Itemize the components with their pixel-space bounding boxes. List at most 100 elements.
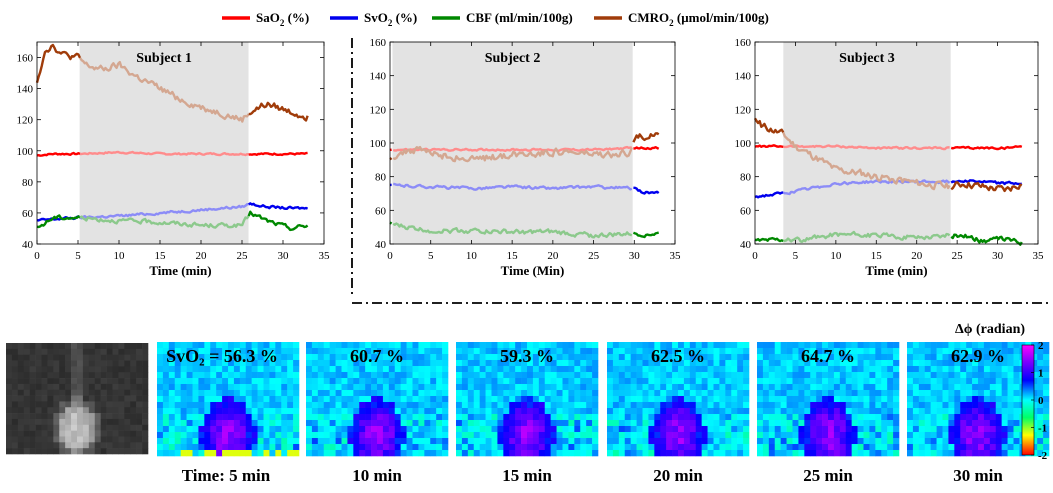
y-tick-label: 60 — [22, 208, 34, 220]
svg-text:CBF (ml/min/100g): CBF (ml/min/100g) — [466, 10, 573, 25]
series-line-sao2-mid — [392, 145, 632, 152]
series-line-cbf-post — [950, 233, 1023, 246]
x-tick-label: 20 — [547, 250, 559, 262]
x-tick-label: 30 — [992, 250, 1004, 262]
x-tick-label: 35 — [1033, 250, 1045, 262]
y-tick-label: 120 — [735, 104, 752, 116]
phase-map-time-2: 10 min — [352, 466, 402, 485]
chart-title: Subject 3 — [839, 51, 895, 66]
axes-box — [36, 41, 325, 245]
phase-map-time-5: 25 min — [803, 466, 853, 485]
colorbar-tick-label: 0 — [1038, 395, 1044, 407]
y-tick-label: 40 — [375, 239, 387, 251]
x-axis-label: Time (Min) — [501, 263, 565, 278]
y-tick-label: 120 — [370, 104, 387, 116]
chart-title: Subject 1 — [136, 51, 192, 66]
series-line-sao2-post — [950, 145, 1023, 151]
x-tick-label: 10 — [466, 250, 478, 262]
phase-map-time-4: 20 min — [653, 466, 703, 485]
shaded-interval — [79, 42, 249, 244]
phase-map-4 — [607, 342, 750, 457]
x-tick-label: 20 — [196, 250, 208, 262]
y-tick-label: 140 — [370, 71, 387, 83]
phase-map-5 — [757, 342, 900, 457]
legend-item-cmro2: CMRO2 (μmol/min/100g) — [594, 10, 769, 28]
series-line-svo2-mid — [79, 203, 249, 220]
x-tick-label: 0 — [34, 250, 40, 262]
y-tick-label: 80 — [375, 172, 387, 184]
x-tick-label: 5 — [793, 250, 799, 262]
series-line-sao2-pre — [36, 151, 81, 157]
legend-item-sao2: SaO2 (%) — [222, 10, 309, 28]
legend-item-svo2: SvO2 (%) — [330, 10, 417, 28]
x-tick-label: 25 — [237, 250, 249, 262]
y-tick-label: 100 — [17, 146, 34, 158]
x-tick-label: 15 — [155, 250, 167, 262]
series-line-sao2-post — [248, 151, 308, 157]
x-axis-label: Time (min) — [149, 263, 211, 278]
chart-subject-3: 0 5 10 15 20 25 30 35 40 60 80 100 120 140 160 Subject … — [735, 37, 1045, 278]
x-tick-label: 30 — [278, 250, 290, 262]
series-line-cmro2-post — [632, 132, 660, 143]
phase-map-label-2: 60.7 % — [350, 346, 404, 366]
y-tick-label: 160 — [17, 53, 34, 65]
series-line-cmro2-mid — [782, 131, 951, 191]
phase-maps-row: SvO₂ = 56.3 % Time: 5 min 60.7 % 10 min 59.3… — [6, 342, 1050, 485]
series-line-cbf-mid — [783, 230, 951, 243]
x-tick-label: 25 — [952, 250, 964, 262]
x-tick-label: 5 — [75, 250, 81, 262]
x-tick-label: 15 — [507, 250, 519, 262]
legend: SaO2 (%) SvO2 (%) CBF (ml/min/100g) CMRO… — [222, 10, 769, 28]
x-tick-label: 10 — [114, 250, 126, 262]
series-line-sao2-mid — [783, 144, 950, 151]
series-line-cmro2-pre — [753, 117, 785, 134]
series-line-cmro2-mid — [392, 145, 633, 163]
phase-map-label-6: 62.9 % — [951, 346, 1005, 366]
y-tick-label: 100 — [735, 138, 752, 150]
phase-map-label-1: SvO₂ = 56.3 % — [166, 346, 278, 366]
phase-map-1 — [157, 342, 300, 457]
series-line-cbf-pre — [754, 236, 784, 243]
phase-map-6 — [907, 342, 1050, 457]
series-line-sao2-pre — [754, 144, 784, 148]
shaded-interval — [392, 42, 633, 244]
phase-map-time-3: 15 min — [502, 466, 552, 485]
anatomical-image — [6, 343, 149, 455]
colorbar-ticks: 2 1 0 -1 -2 — [1031, 340, 1048, 462]
y-tick-label: 160 — [735, 37, 752, 49]
y-tick-label: 40 — [740, 239, 752, 251]
phase-map-label-4: 62.5 % — [651, 346, 705, 366]
colorbar-tick-label: -1 — [1038, 423, 1047, 435]
y-tick-label: 40 — [22, 239, 34, 251]
x-tick-label: 20 — [911, 250, 923, 262]
phase-map-label-3: 59.3 % — [500, 346, 554, 366]
phase-map-2 — [306, 342, 449, 457]
colorbar-tick-label: -2 — [1038, 450, 1048, 462]
y-tick-label: 160 — [370, 37, 387, 49]
series-line-cbf-post — [247, 210, 309, 232]
x-tick-label: 25 — [588, 250, 600, 262]
series-line-cbf-mid — [392, 222, 633, 239]
phase-map-time-1: Time: 5 min — [182, 466, 271, 485]
svg-text:CMRO2 (μmol/min/100g): CMRO2 (μmol/min/100g) — [628, 10, 769, 28]
shaded-interval — [783, 42, 951, 244]
colorbar: Δϕ (radian) 2 1 0 -1 -2 — [955, 322, 1048, 462]
x-tick-label: 5 — [428, 250, 434, 262]
series-line-cmro2-pre — [35, 43, 82, 84]
x-tick-label: 0 — [752, 250, 758, 262]
series-line-sao2-post — [633, 146, 660, 151]
chart-subject-1: 0 5 10 15 20 25 30 35 40 60 80 100 120 140 160 Subject … — [17, 41, 330, 278]
x-axis-label: Time (min) — [865, 263, 927, 278]
x-tick-label: 15 — [871, 250, 883, 262]
series-line-cbf-pre — [36, 214, 81, 229]
x-tick-label: 35 — [670, 250, 682, 262]
y-tick-label: 80 — [22, 177, 34, 189]
legend-item-cbf: CBF (ml/min/100g) — [432, 10, 573, 25]
colorbar-tick-label: 2 — [1038, 340, 1044, 352]
series-line-svo2-post — [248, 202, 309, 210]
chart-subject-2: 0 5 10 15 20 25 30 35 40 60 80 100 120 140 160 Subject … — [370, 37, 682, 278]
y-tick-label: 80 — [740, 172, 752, 184]
series-line-cbf-post — [632, 231, 659, 239]
phase-map-time-6: 30 min — [953, 466, 1003, 485]
y-tick-label: 120 — [17, 115, 34, 127]
